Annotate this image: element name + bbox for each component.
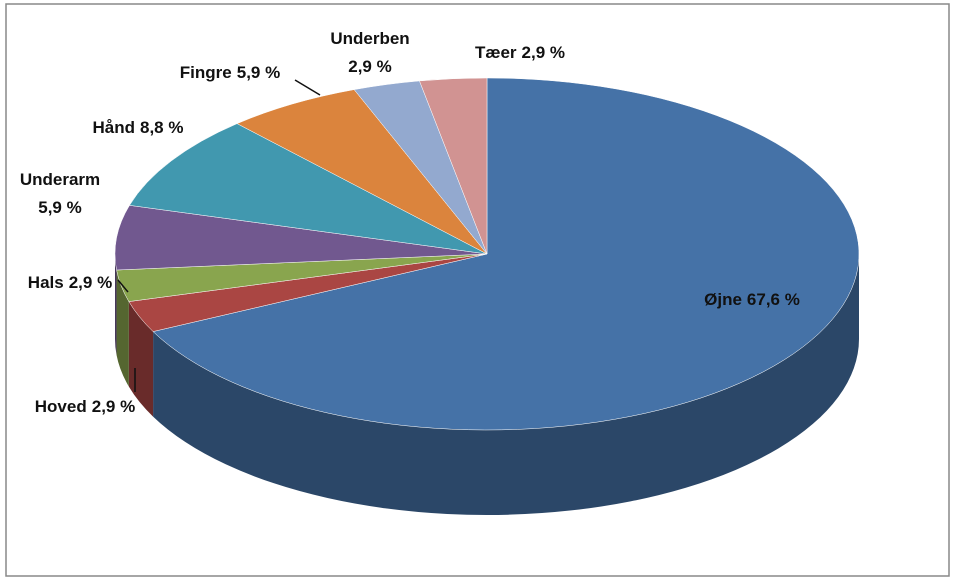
value-label: 5,9 %	[38, 198, 81, 217]
slice	[152, 77, 860, 431]
slice	[236, 89, 488, 255]
data-label: Hoved 2,9 %	[35, 397, 135, 416]
data-label: Hånd 8,8 %	[93, 118, 184, 137]
data-label: Øjne 67,6 %	[704, 290, 800, 309]
slice	[129, 123, 488, 255]
slice-side	[153, 254, 860, 515]
data-label: Underben 2,9 %	[330, 29, 409, 76]
category-name: Hals	[28, 273, 64, 292]
slice-side	[115, 254, 117, 356]
value-label: 67,6 %	[747, 290, 800, 309]
data-label: Underarm 5,9 %	[20, 170, 100, 217]
value-label: 2,9 %	[92, 397, 135, 416]
data-label: Fingre 5,9 %	[180, 63, 280, 82]
value-label: 8,8 %	[140, 118, 183, 137]
category-name: Hånd	[93, 118, 136, 137]
value-label: 2,9 %	[348, 57, 391, 76]
category-name: Underarm	[20, 170, 100, 189]
slice	[419, 77, 488, 255]
category-name: Hoved	[35, 397, 87, 416]
leader-line	[117, 279, 129, 293]
value-label: 2,9 %	[69, 273, 112, 292]
data-label: Hals 2,9 %	[28, 273, 112, 292]
value-label: 2,9 %	[522, 43, 565, 62]
slice	[114, 205, 488, 271]
category-name: Underben	[330, 29, 409, 48]
category-name: Fingre	[180, 63, 232, 82]
leader-line	[294, 79, 321, 96]
category-name: Øjne	[704, 290, 742, 309]
data-label: Tæer 2,9 %	[475, 43, 565, 62]
slice-side	[116, 270, 129, 387]
value-label: 5,9 %	[237, 63, 280, 82]
category-name: Tæer	[475, 43, 517, 62]
